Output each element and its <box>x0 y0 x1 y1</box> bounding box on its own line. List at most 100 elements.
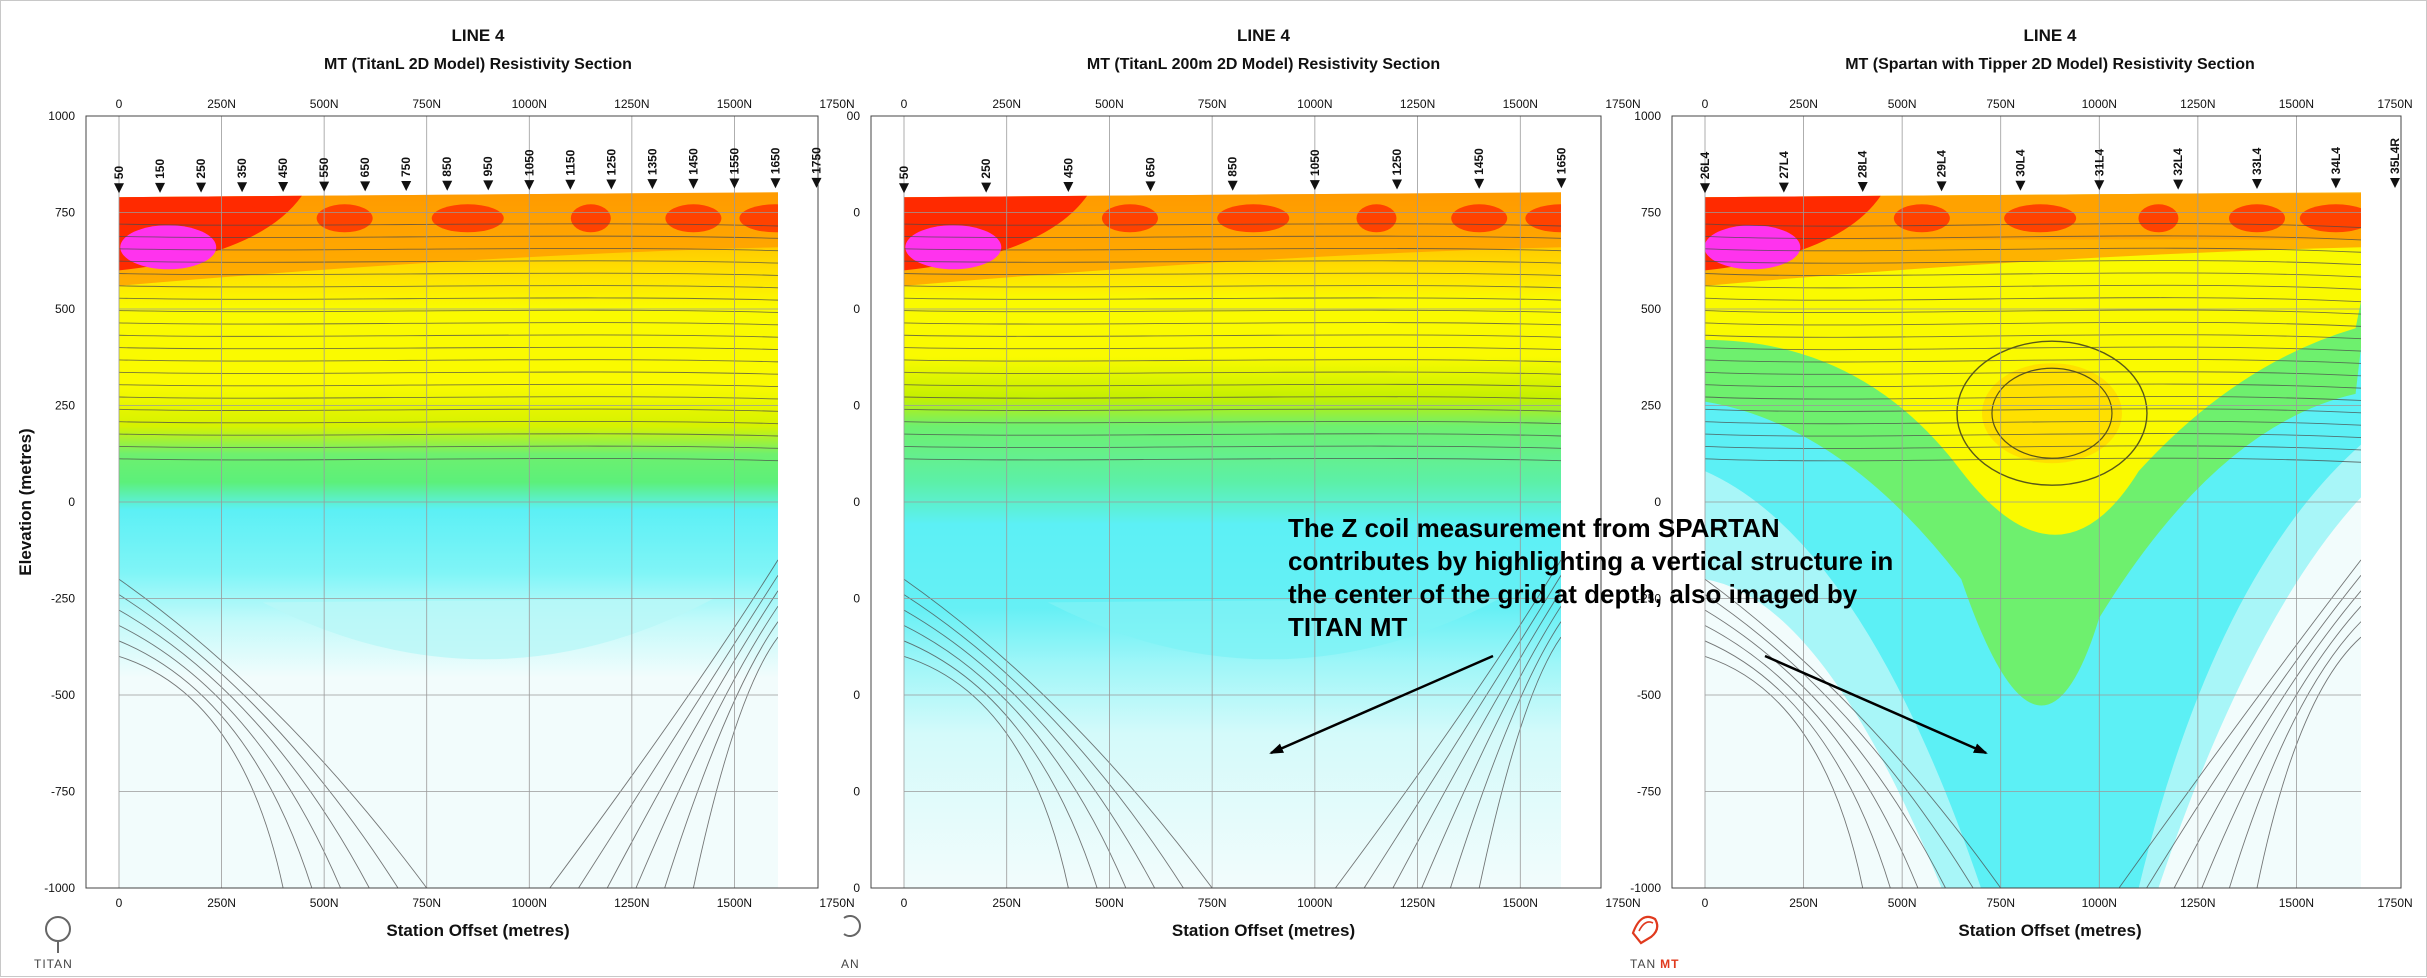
x-tick-bottom: 1500N <box>2279 896 2314 910</box>
station-marker <box>2252 179 2262 189</box>
x-tick-bottom: 1750N <box>819 896 854 910</box>
station-label: 450 <box>276 158 290 178</box>
x-tick-bottom: 750N <box>412 896 441 910</box>
station-label: 650 <box>1144 157 1158 177</box>
x-tick-top: 1000N <box>512 97 547 111</box>
y-axis-label: Elevation (metres) <box>16 428 35 575</box>
station-label: 250 <box>194 158 208 178</box>
y-tick: 750 <box>1641 206 1661 220</box>
station-label: 32L4 <box>2171 148 2185 176</box>
station-label: 150 <box>153 159 167 179</box>
y-tick: 250 <box>55 399 75 413</box>
x-tick-bottom: 750N <box>1198 896 1227 910</box>
station-label: 34L4 <box>2329 147 2343 175</box>
x-tick-bottom: 500N <box>1095 896 1124 910</box>
titan-logo-text: TITAN <box>34 957 73 971</box>
x-tick-top: 0 <box>1702 97 1709 111</box>
station-marker <box>483 180 493 190</box>
y-tick: 750 <box>55 206 75 220</box>
x-tick-top: 500N <box>310 97 339 111</box>
x-tick-top: 1000N <box>1297 97 1332 111</box>
station-label: 950 <box>481 156 495 176</box>
line-label: LINE 4 <box>2024 26 2077 45</box>
y-tick: 500 <box>55 302 75 316</box>
titan-logo: TITAN <box>34 917 73 971</box>
station-label: 50 <box>897 166 911 180</box>
station-label: 29L4 <box>1935 150 1949 178</box>
station-marker <box>811 178 821 188</box>
x-tick-top: 1250N <box>614 97 649 111</box>
y-tick: 0 <box>853 399 860 413</box>
annotation-line: the center of the grid at depth, also im… <box>1288 579 1858 609</box>
x-tick-bottom: 1000N <box>1297 896 1332 910</box>
station-label: 1650 <box>768 147 782 174</box>
y-tick: -1000 <box>44 881 75 895</box>
station-marker <box>565 180 575 190</box>
titan-logo-partial: AN <box>841 916 860 971</box>
station-label: 850 <box>440 156 454 176</box>
x-tick-bottom: 1000N <box>2082 896 2117 910</box>
y-tick: 00 <box>847 109 861 123</box>
x-tick-top: 750N <box>412 97 441 111</box>
x-tick-bottom: 250N <box>1789 896 1818 910</box>
x-tick-top: 250N <box>207 97 236 111</box>
station-label: 1350 <box>645 148 659 175</box>
station-marker <box>401 181 411 191</box>
station-marker <box>981 183 991 193</box>
station-marker <box>1858 182 1868 192</box>
x-axis-label: Station Offset (metres) <box>1172 921 1355 940</box>
titan-mt-logo: TAN MT <box>1630 917 1679 971</box>
y-tick: 0 <box>853 688 860 702</box>
titan-logo-partial-text: AN <box>841 957 860 971</box>
y-tick: 0 <box>853 592 860 606</box>
resistivity-panel-1: LINE 4 MT (TitanL 2D Model) Resistivity S… <box>16 26 855 940</box>
station-marker <box>1146 181 1156 191</box>
line-label: LINE 4 <box>452 26 505 45</box>
y-tick: 0 <box>853 206 860 220</box>
station-marker <box>899 183 909 193</box>
x-tick-bottom: 500N <box>310 896 339 910</box>
station-marker <box>360 181 370 191</box>
x-tick-top: 250N <box>1789 97 1818 111</box>
y-tick: 250 <box>1641 399 1661 413</box>
x-tick-top: 0 <box>116 97 123 111</box>
station-marker <box>1937 181 1947 191</box>
y-tick: 0 <box>1654 495 1661 509</box>
x-tick-bottom: 1250N <box>614 896 649 910</box>
station-label: 350 <box>235 158 249 178</box>
station-label: 27L4 <box>1777 151 1791 179</box>
titan-mt-logo-accent: MT <box>1660 957 1679 971</box>
station-label: 1550 <box>727 148 741 175</box>
resistivity-panel-3: LINE 4 MT (Spartan with Tipper 2D Model) … <box>1630 26 2412 940</box>
station-marker <box>1556 178 1566 188</box>
station-label: 1450 <box>686 148 700 175</box>
station-label: 30L4 <box>2013 149 2027 177</box>
station-marker <box>1779 183 1789 193</box>
station-label: 650 <box>358 157 372 177</box>
station-label: 28L4 <box>1856 150 1870 178</box>
station-marker <box>729 179 739 189</box>
x-tick-bottom: 0 <box>1702 896 1709 910</box>
station-label: 850 <box>1226 156 1240 176</box>
panel-title: MT (Spartan with Tipper 2D Model) Resist… <box>1845 56 2255 73</box>
station-label: 1050 <box>1308 149 1322 176</box>
station-label: 31L4 <box>2092 149 2106 177</box>
y-tick: 0 <box>853 302 860 316</box>
y-tick: 0 <box>853 785 860 799</box>
x-tick-top: 500N <box>1095 97 1124 111</box>
station-marker <box>1392 179 1402 189</box>
station-marker <box>155 183 165 193</box>
y-tick: -500 <box>51 688 75 702</box>
y-tick: 500 <box>1641 302 1661 316</box>
resistivity-section <box>1704 188 2375 888</box>
x-tick-top: 1750N <box>2377 97 2412 111</box>
y-tick: 1000 <box>48 109 75 123</box>
panel-title: MT (TitanL 200m 2D Model) Resistivity Se… <box>1087 56 1440 73</box>
x-tick-bottom: 1500N <box>717 896 752 910</box>
y-tick: 1000 <box>1634 109 1661 123</box>
station-marker <box>606 179 616 189</box>
station-label: 750 <box>399 157 413 177</box>
y-tick: -750 <box>1637 785 1661 799</box>
station-label: 250 <box>979 158 993 178</box>
